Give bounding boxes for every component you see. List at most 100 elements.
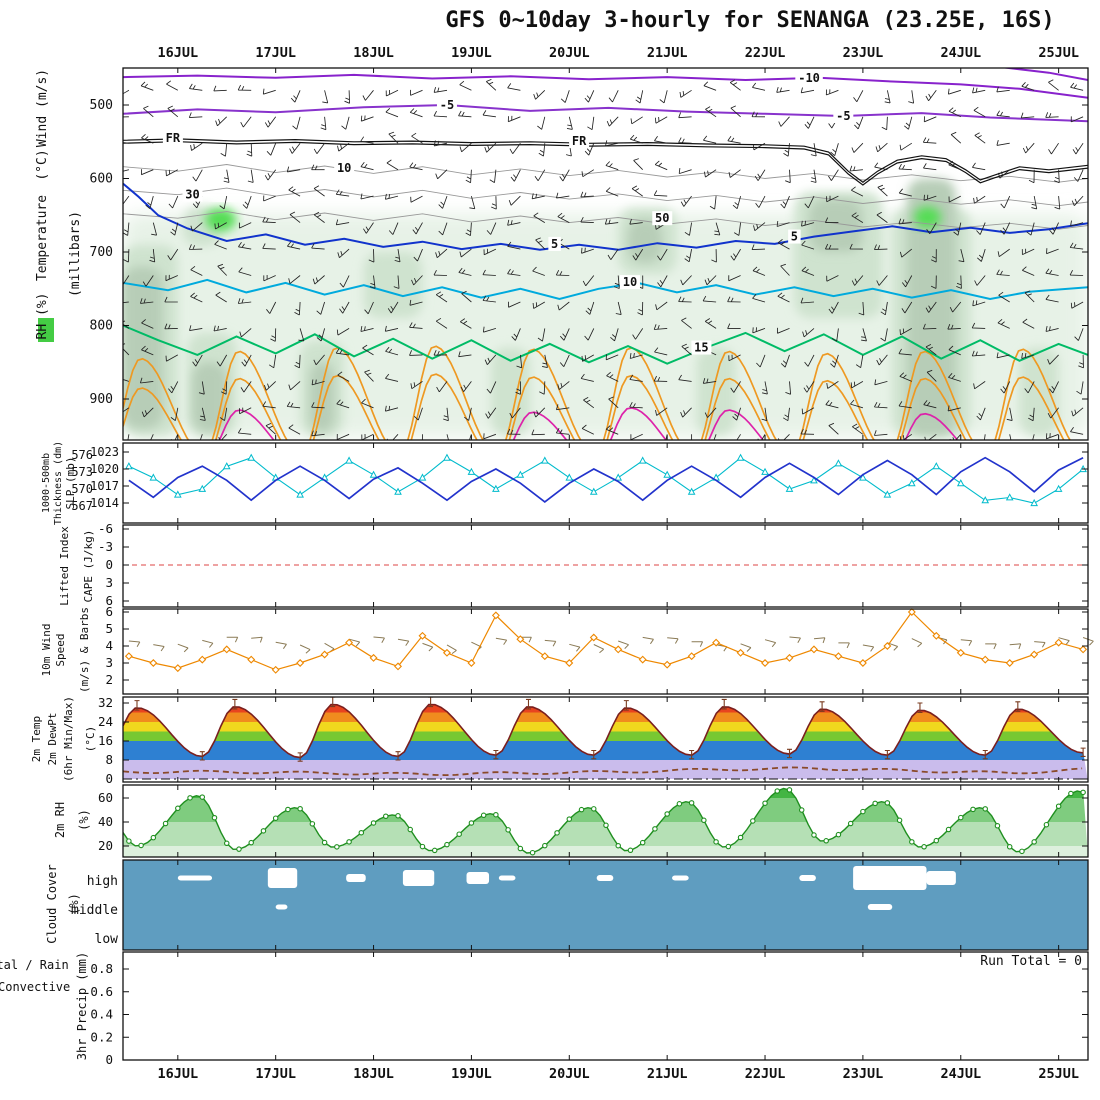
wind-barb bbox=[884, 90, 891, 104]
wind-speed-marker bbox=[394, 662, 402, 671]
wind-speed-marker bbox=[271, 665, 280, 674]
wind-barb bbox=[604, 218, 619, 225]
wind-barb bbox=[508, 301, 521, 308]
rh-marker bbox=[419, 843, 426, 850]
panel-frame-3 bbox=[122, 524, 1089, 608]
contour-label: -5 bbox=[440, 98, 454, 112]
wind-barb bbox=[977, 248, 986, 262]
y-tick-label: 3 bbox=[105, 655, 113, 670]
wind-barb bbox=[188, 244, 203, 250]
wind-speed-marker bbox=[222, 645, 231, 654]
cloud-patch bbox=[853, 866, 927, 890]
wind-barb bbox=[469, 195, 476, 210]
wind-barb bbox=[680, 407, 692, 418]
rh-marker bbox=[395, 813, 401, 819]
wind-barb bbox=[286, 401, 301, 409]
wind-barb bbox=[311, 402, 325, 409]
rh-marker bbox=[297, 805, 303, 812]
wind-barb bbox=[458, 110, 472, 118]
rh-marker bbox=[138, 842, 144, 849]
wind-barb bbox=[344, 90, 351, 104]
minmax-whisker bbox=[493, 749, 499, 760]
date-label-bottom: 16JUL bbox=[157, 1066, 198, 1082]
rh-marker bbox=[187, 795, 193, 801]
thickness-marker bbox=[296, 490, 304, 498]
wind-barb bbox=[339, 275, 350, 288]
cloud-patch bbox=[926, 871, 956, 885]
wind-barb bbox=[996, 269, 1010, 276]
wind-barb bbox=[730, 381, 741, 393]
rh-marker bbox=[1019, 848, 1025, 855]
slp-line bbox=[128, 456, 1084, 503]
wind-barb bbox=[973, 195, 986, 204]
wind-barb bbox=[459, 248, 472, 258]
wind-barb bbox=[873, 430, 888, 436]
rh-marker bbox=[1006, 844, 1013, 850]
surface-wind-barb bbox=[789, 636, 801, 644]
cloud-patch bbox=[596, 875, 614, 881]
wind-barb bbox=[704, 407, 717, 418]
wind-barb bbox=[312, 275, 325, 285]
cloud-patch bbox=[799, 875, 816, 881]
wind-barb bbox=[776, 220, 790, 227]
wind-speed-marker bbox=[418, 631, 427, 640]
wind-barb bbox=[414, 407, 423, 421]
rh-marker bbox=[811, 832, 817, 838]
wind-barb bbox=[1069, 270, 1084, 276]
wind-barb bbox=[947, 405, 961, 412]
wind-barb bbox=[828, 422, 839, 435]
wind-barb bbox=[238, 222, 252, 229]
wind-barb bbox=[364, 369, 374, 382]
wind-barb bbox=[776, 86, 790, 93]
wind-barb bbox=[360, 326, 374, 332]
wind-barb bbox=[409, 299, 423, 306]
wind-barb bbox=[199, 434, 203, 440]
rh-marker bbox=[639, 839, 646, 846]
isotherm-arch bbox=[218, 407, 959, 440]
panel-frame-8 bbox=[122, 951, 1089, 1061]
wind-barb bbox=[853, 90, 864, 103]
wind-barb bbox=[409, 108, 423, 118]
wind-barb bbox=[874, 379, 888, 386]
wind-barb bbox=[629, 134, 643, 144]
surface-wind-barb bbox=[202, 639, 214, 648]
wind-barb bbox=[123, 343, 130, 356]
y-tick-label: 4 bbox=[105, 638, 113, 653]
axis-label-cape: CAPE (J/kg) bbox=[82, 530, 95, 603]
rh-fill-bands bbox=[123, 788, 1088, 857]
wind-barb bbox=[825, 217, 839, 224]
wind-barb bbox=[950, 131, 962, 144]
contour-label-halo bbox=[619, 275, 640, 290]
wind-barb bbox=[948, 373, 961, 382]
wind-barb bbox=[631, 185, 643, 197]
surface-wind-barb bbox=[422, 642, 434, 652]
wind-barb bbox=[270, 328, 277, 342]
wind-barb bbox=[507, 268, 521, 276]
rh-marker bbox=[713, 839, 719, 845]
wind-barb bbox=[215, 291, 227, 303]
wind-barb bbox=[876, 275, 888, 286]
thickness-marker bbox=[222, 462, 231, 470]
thickness-marker bbox=[589, 487, 598, 495]
wind-barb bbox=[143, 105, 154, 118]
wind-barb bbox=[289, 142, 301, 154]
wind-barb bbox=[213, 325, 227, 332]
wind-barb bbox=[1070, 301, 1084, 309]
wind-barb bbox=[516, 354, 523, 369]
wind-barb bbox=[850, 381, 864, 389]
rh-shading-blob bbox=[628, 218, 663, 264]
wind-barb bbox=[684, 222, 693, 236]
wind-barb bbox=[949, 301, 962, 313]
wind-barb bbox=[336, 399, 350, 409]
wind-barb bbox=[313, 354, 325, 366]
wind-barb bbox=[637, 301, 644, 316]
wind-barb bbox=[1045, 268, 1059, 276]
axis-label-cloud: Cloud Cover bbox=[45, 864, 59, 943]
contour-label-halo bbox=[569, 134, 590, 149]
wind-barb bbox=[1054, 196, 1061, 210]
wind-barb bbox=[1032, 434, 1035, 440]
y-tick-label: 24 bbox=[98, 714, 113, 729]
wind-barb bbox=[384, 325, 399, 332]
wind-barb bbox=[776, 327, 790, 334]
